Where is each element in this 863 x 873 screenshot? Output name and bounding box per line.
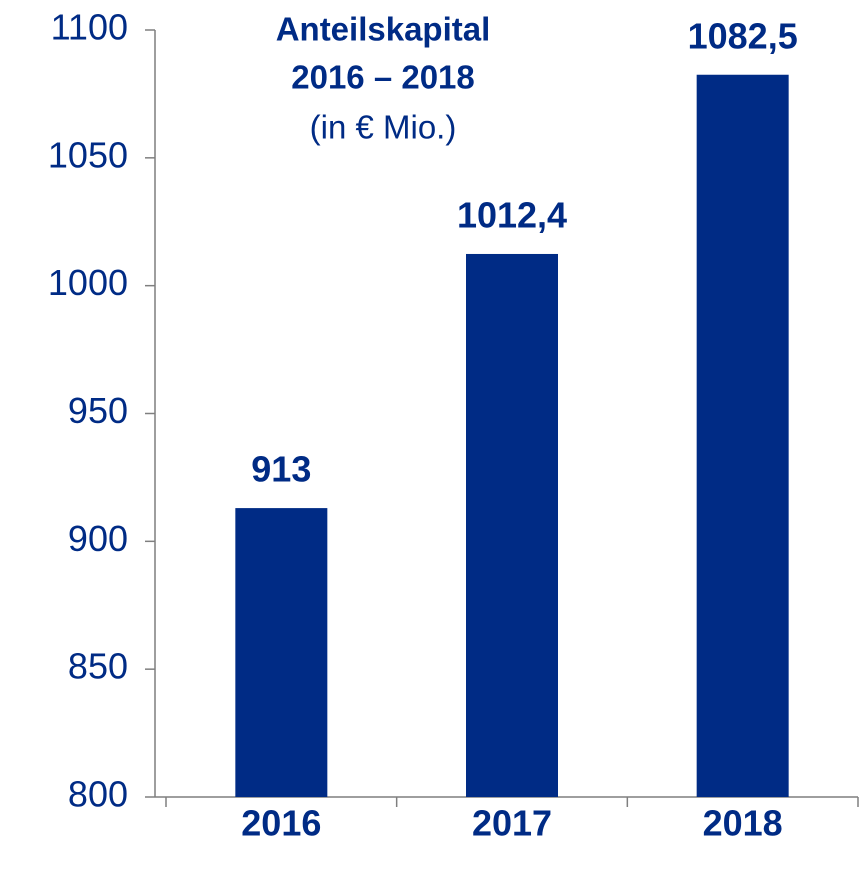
y-tick-label: 800: [68, 774, 128, 815]
x-tick-label: 2017: [472, 803, 552, 844]
value-label: 1082,5: [688, 15, 798, 56]
x-tick-label: 2018: [703, 803, 783, 844]
chart-title: Anteilskapital: [276, 11, 491, 48]
bar: [696, 74, 789, 797]
y-tick-label: 950: [68, 390, 128, 431]
chart-subtitle: (in € Mio.): [310, 109, 457, 146]
y-tick-label: 1100: [51, 7, 128, 48]
bar: [235, 508, 328, 797]
y-tick-label: 1000: [48, 262, 128, 303]
x-tick-label: 2016: [241, 803, 321, 844]
y-tick-label: 850: [68, 646, 128, 687]
bar: [466, 253, 558, 798]
value-label: 913: [251, 449, 311, 490]
y-tick-label: 900: [68, 518, 128, 559]
value-label: 1012,4: [457, 194, 567, 235]
chart-title: 2016 – 2018: [291, 59, 475, 96]
y-tick-label: 1050: [48, 134, 128, 175]
